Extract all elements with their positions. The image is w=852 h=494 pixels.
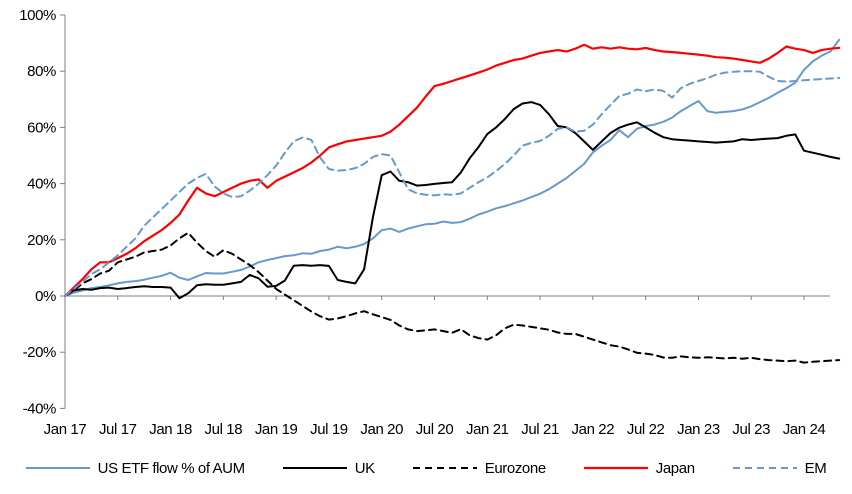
legend-label-eurozone: Eurozone — [484, 459, 546, 477]
legend-item-em: EM — [732, 459, 827, 477]
legend-item-uk: UK — [282, 459, 375, 477]
series-line-japan — [63, 43, 841, 298]
x-axis-tick-label: Jan 17 — [44, 421, 87, 438]
y-axis-tick-label: 80% — [27, 63, 56, 80]
legend-item-japan: Japan — [583, 459, 695, 477]
series-line-em — [64, 70, 841, 297]
x-axis-tick-label: Jan 22 — [572, 421, 615, 438]
legend-label-japan: Japan — [655, 459, 695, 477]
x-axis-tick-label: Jan 20 — [360, 421, 403, 438]
y-axis-tick-label: 60% — [27, 119, 56, 136]
legend-line-swatch-japan — [583, 466, 648, 470]
plot-area: 100% 80% 60% 40% 20% 0% -20% -40% Jan 17 Jul 17 Ja… — [19, 7, 841, 438]
legend-line-swatch-em — [732, 467, 797, 469]
series-line-uk — [64, 101, 841, 300]
x-axis-tick-label: Jan 21 — [466, 421, 509, 438]
series-line-eurozone — [64, 231, 841, 364]
x-axis-tick-label: Jul 19 — [310, 421, 348, 438]
legend-label-uk: UK — [354, 459, 375, 477]
x-axis-tick-label: Jul 20 — [416, 421, 454, 438]
x-axis-tick-label: Jan 18 — [149, 421, 192, 438]
legend-line-swatch-uk — [282, 467, 347, 469]
x-axis-tick-label: Jan 23 — [677, 421, 720, 438]
legend-line-swatch-eurozone — [412, 467, 477, 469]
x-axis-tick-label: Jan 24 — [783, 421, 826, 438]
x-axis-tick-label: Jul 22 — [627, 421, 665, 438]
x-axis-tick-label: Jul 18 — [205, 421, 243, 438]
y-axis-tick-label: 20% — [27, 232, 56, 249]
x-axis-tick-label: Jan 19 — [255, 421, 298, 438]
y-axis-tick-label: -40% — [23, 400, 56, 417]
y-axis-tick-label: -20% — [23, 344, 56, 361]
legend-item-eurozone: Eurozone — [412, 459, 546, 477]
legend-line-swatch-us-etf-flow-of-aum — [25, 467, 90, 469]
x-axis-tick-label: Jul 21 — [521, 421, 559, 438]
legend-label-em: EM — [804, 459, 827, 477]
y-axis-tick-label: 100% — [19, 7, 56, 24]
y-axis-tick-label: 40% — [27, 176, 56, 193]
legend-label-us-etf-flow-of-aum: US ETF flow % of AUM — [97, 459, 245, 477]
series-line-us-etf-flow-of-aum — [64, 38, 841, 297]
x-axis-tick-label: Jul 17 — [99, 421, 137, 438]
chart-legend: US ETF flow % of AUM UK Eurozone Japan EM — [0, 450, 852, 486]
legend-item-us-etf-flow-of-aum: US ETF flow % of AUM — [25, 459, 245, 477]
y-axis-tick-label: 0% — [35, 288, 56, 305]
x-axis-tick-label: Jul 23 — [732, 421, 770, 438]
